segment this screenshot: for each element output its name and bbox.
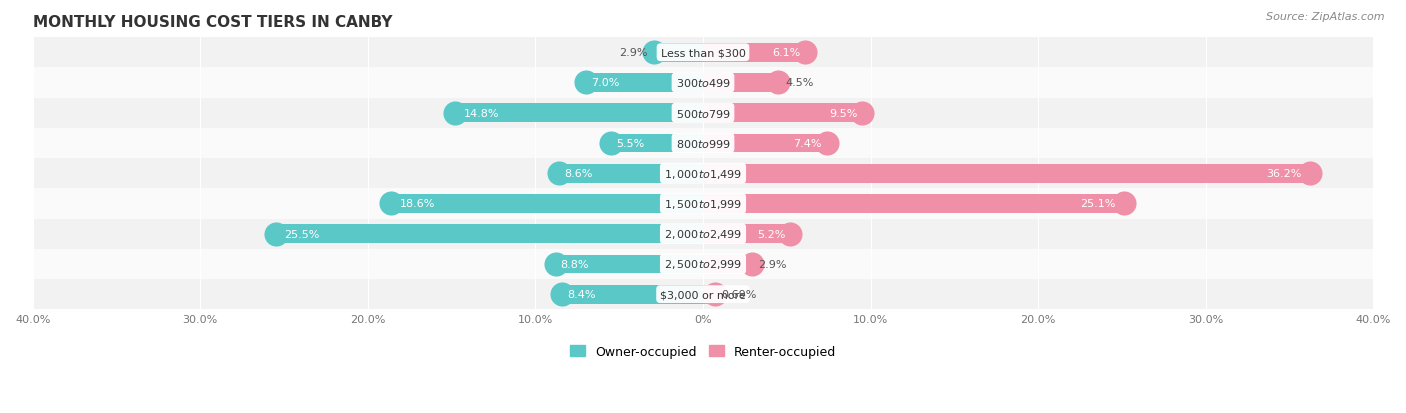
Bar xyxy=(32,189,1374,219)
Text: $1,500 to $1,999: $1,500 to $1,999 xyxy=(664,197,742,211)
Bar xyxy=(555,255,703,274)
Bar xyxy=(703,134,827,153)
Bar xyxy=(391,195,703,213)
Text: 4.5%: 4.5% xyxy=(785,78,814,88)
Bar xyxy=(32,159,1374,189)
Bar xyxy=(654,44,703,62)
Text: 5.5%: 5.5% xyxy=(616,139,644,149)
Bar xyxy=(276,225,703,243)
Text: 8.4%: 8.4% xyxy=(567,290,596,299)
Bar xyxy=(32,38,1374,68)
Text: 36.2%: 36.2% xyxy=(1265,169,1302,179)
Text: $300 to $499: $300 to $499 xyxy=(675,77,731,89)
Text: 7.4%: 7.4% xyxy=(793,139,823,149)
Text: 25.5%: 25.5% xyxy=(284,229,319,239)
Bar xyxy=(586,74,703,93)
Bar xyxy=(703,195,1123,213)
Bar xyxy=(703,44,806,62)
Text: 2.9%: 2.9% xyxy=(619,48,648,58)
Bar xyxy=(703,104,862,123)
Text: $2,000 to $2,499: $2,000 to $2,499 xyxy=(664,228,742,241)
Bar xyxy=(456,104,703,123)
Bar xyxy=(703,285,714,304)
Text: Source: ZipAtlas.com: Source: ZipAtlas.com xyxy=(1267,12,1385,22)
Bar xyxy=(32,128,1374,159)
Bar xyxy=(562,285,703,304)
Text: 9.5%: 9.5% xyxy=(828,109,858,119)
Bar xyxy=(32,68,1374,98)
Text: 8.8%: 8.8% xyxy=(561,259,589,269)
Text: $500 to $799: $500 to $799 xyxy=(675,107,731,119)
Text: Less than $300: Less than $300 xyxy=(661,48,745,58)
Bar xyxy=(610,134,703,153)
Text: 2.9%: 2.9% xyxy=(758,259,787,269)
Bar xyxy=(703,255,752,274)
Bar xyxy=(32,219,1374,249)
Bar xyxy=(558,164,703,183)
Text: $1,000 to $1,499: $1,000 to $1,499 xyxy=(664,167,742,180)
Text: 25.1%: 25.1% xyxy=(1080,199,1115,209)
Text: 8.6%: 8.6% xyxy=(564,169,592,179)
Bar xyxy=(703,225,790,243)
Text: $800 to $999: $800 to $999 xyxy=(675,138,731,150)
Bar xyxy=(703,164,1309,183)
Text: 0.69%: 0.69% xyxy=(721,290,756,299)
Text: $3,000 or more: $3,000 or more xyxy=(661,290,745,299)
Text: 18.6%: 18.6% xyxy=(399,199,434,209)
Legend: Owner-occupied, Renter-occupied: Owner-occupied, Renter-occupied xyxy=(565,340,841,363)
Bar xyxy=(32,279,1374,309)
Text: 7.0%: 7.0% xyxy=(591,78,619,88)
Text: 14.8%: 14.8% xyxy=(464,109,499,119)
Text: $2,500 to $2,999: $2,500 to $2,999 xyxy=(664,258,742,271)
Text: MONTHLY HOUSING COST TIERS IN CANBY: MONTHLY HOUSING COST TIERS IN CANBY xyxy=(32,15,392,30)
Bar xyxy=(703,74,779,93)
Text: 5.2%: 5.2% xyxy=(756,229,785,239)
Bar xyxy=(32,98,1374,128)
Bar xyxy=(32,249,1374,279)
Text: 6.1%: 6.1% xyxy=(772,48,800,58)
